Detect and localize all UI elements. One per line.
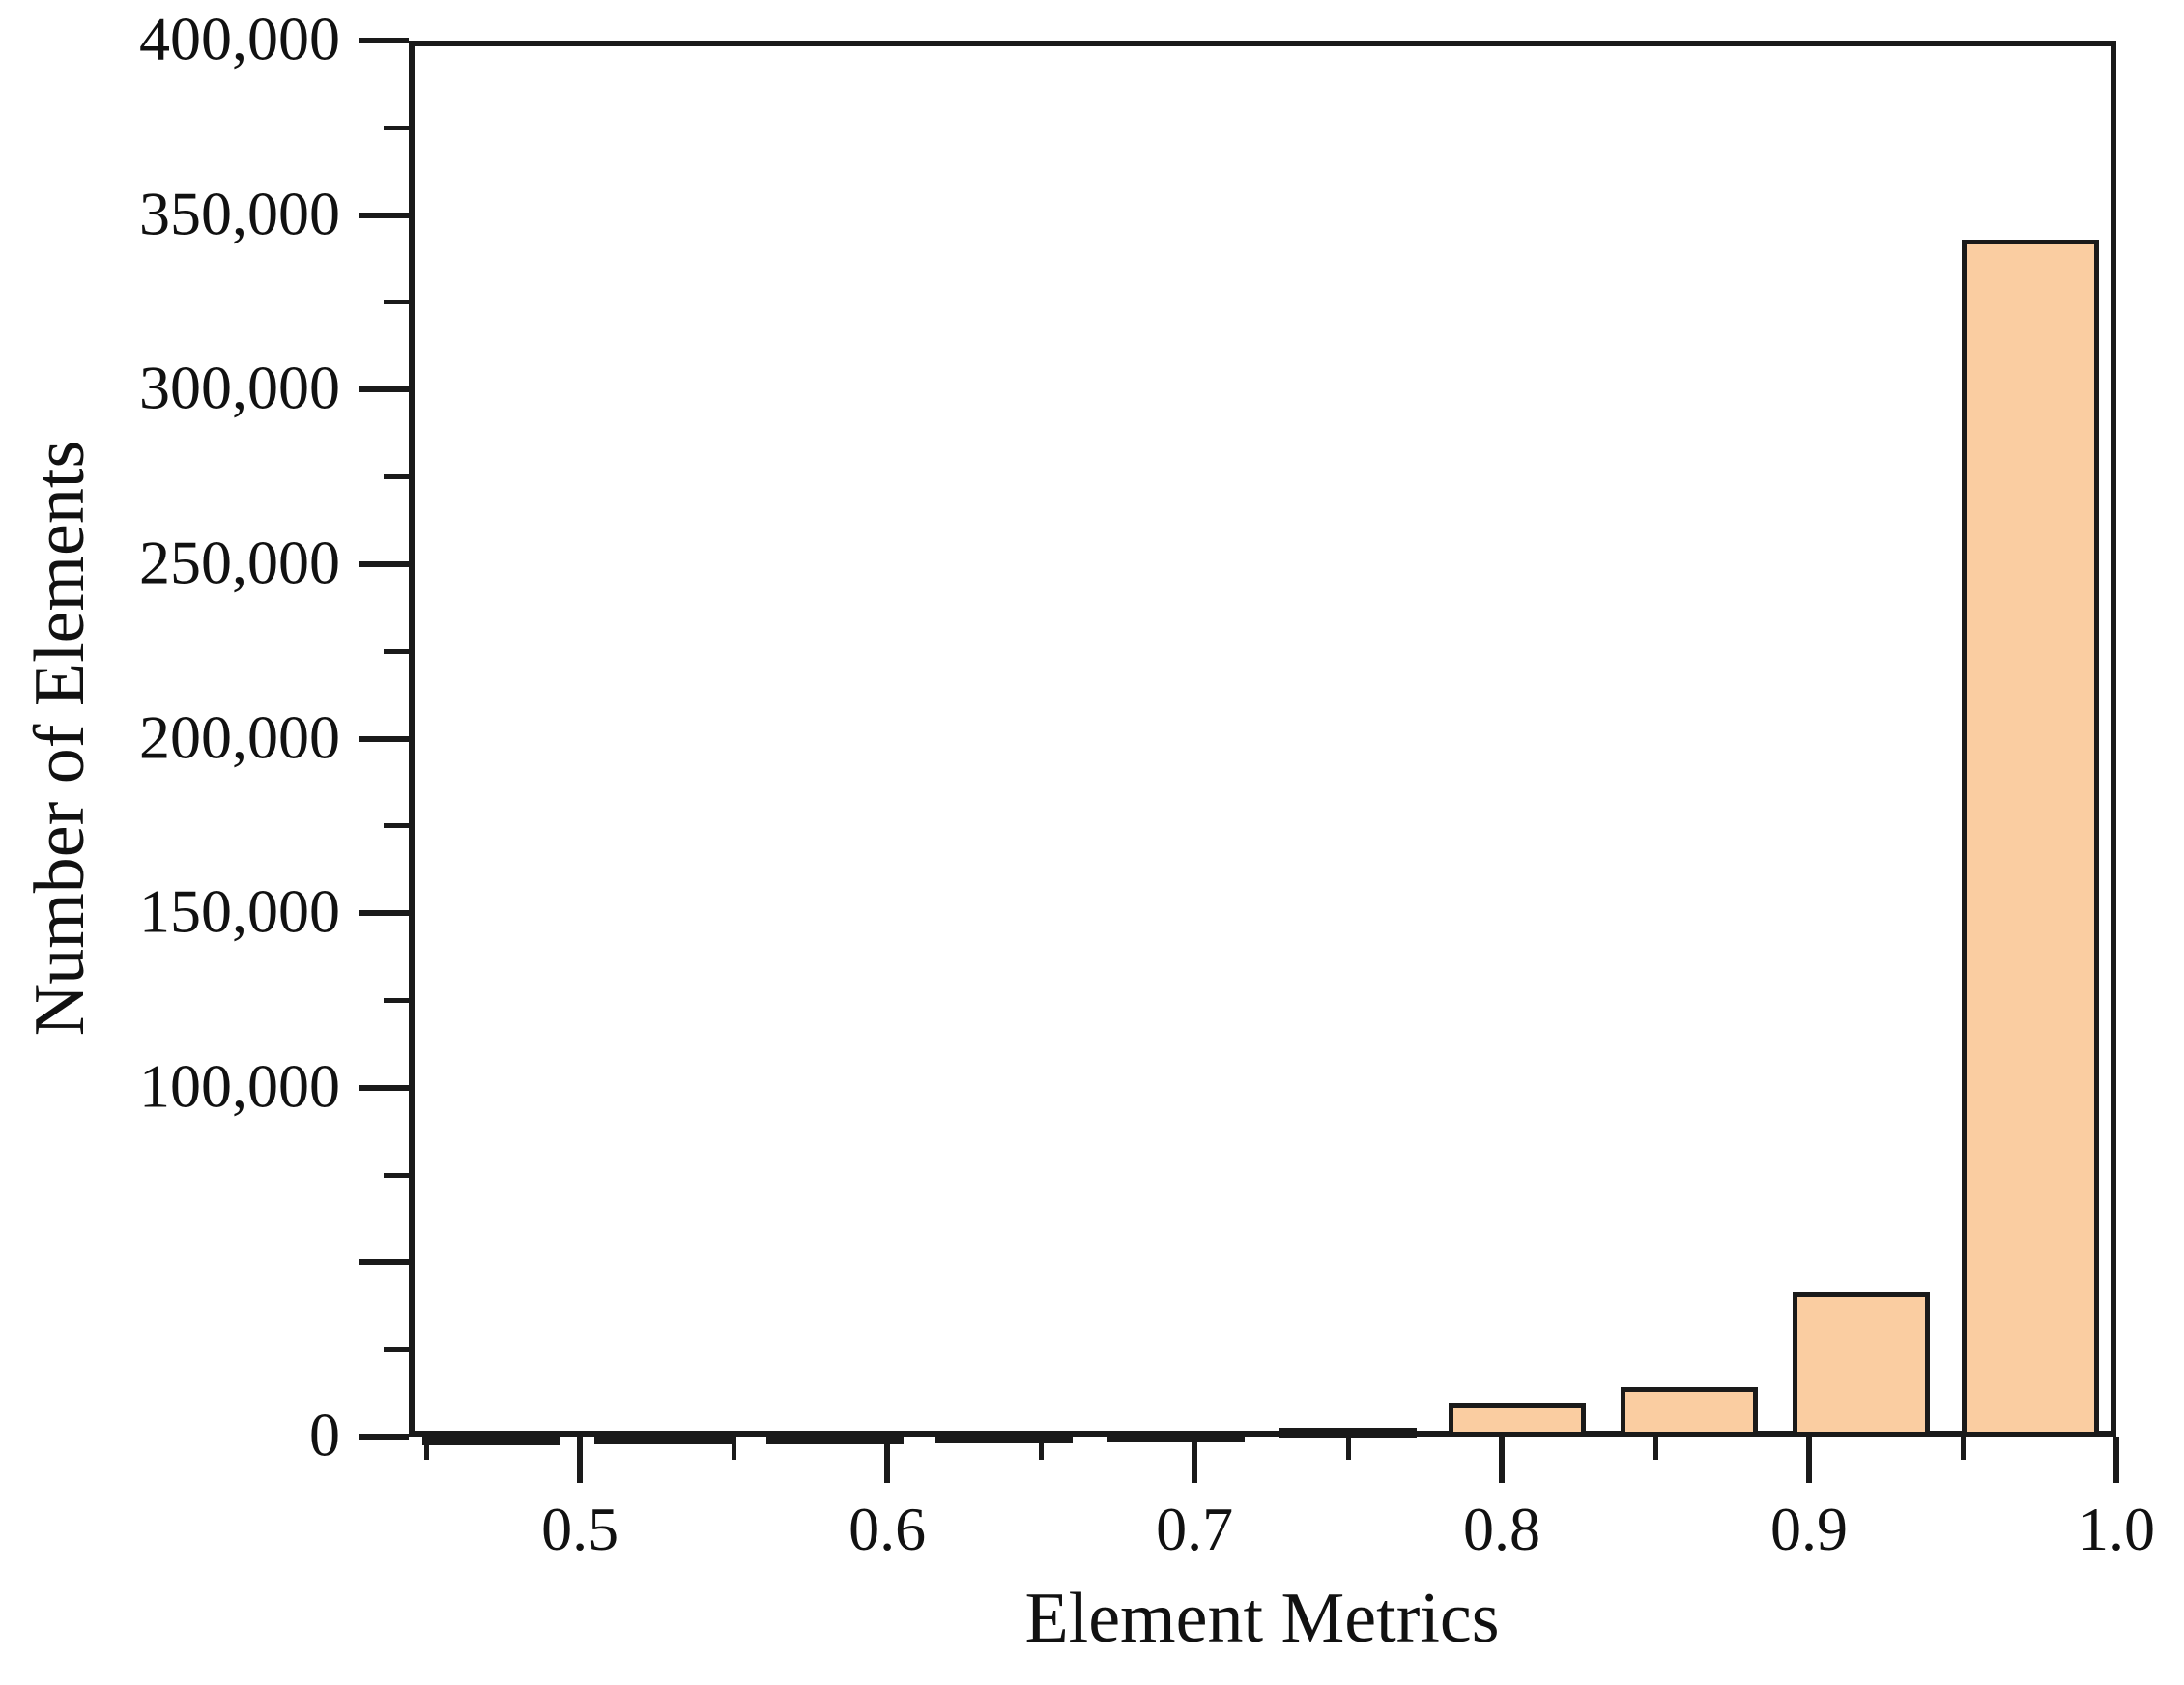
y-major-tick: [359, 560, 409, 567]
y-tick-label: 200,000: [139, 702, 340, 772]
histogram-bar: [594, 1434, 732, 1444]
y-major-tick: [359, 386, 409, 393]
y-tick-label: 300,000: [139, 354, 340, 423]
y-minor-tick: [384, 300, 409, 305]
x-major-tick: [1192, 1437, 1198, 1483]
y-tick-label: 400,000: [139, 4, 340, 73]
histogram-bar: [1793, 1292, 1930, 1437]
x-tick-label: 0.6: [848, 1495, 927, 1563]
y-minor-tick: [384, 1172, 409, 1178]
y-tick-label: 250,000: [139, 528, 340, 597]
y-tick-label: 350,000: [139, 179, 340, 248]
histogram-bar: [1962, 239, 2099, 1437]
histogram-bar: [1279, 1428, 1417, 1438]
y-minor-tick: [384, 1347, 409, 1353]
histogram-bar: [1621, 1387, 1758, 1437]
x-major-tick: [577, 1437, 584, 1483]
x-minor-tick: [1652, 1437, 1658, 1460]
y-major-tick: [359, 212, 409, 218]
x-minor-tick: [1345, 1437, 1351, 1460]
y-minor-tick: [384, 125, 409, 130]
x-minor-tick: [1038, 1437, 1044, 1460]
histogram-bar: [422, 1435, 560, 1445]
y-minor-tick: [384, 823, 409, 829]
y-minor-tick: [384, 474, 409, 480]
y-major-tick: [359, 1259, 409, 1266]
x-tick-label: 0.5: [541, 1495, 619, 1563]
y-major-tick: [359, 735, 409, 742]
histogram-bar: [766, 1434, 904, 1444]
y-major-tick: [359, 910, 409, 917]
x-minor-tick: [423, 1437, 429, 1460]
x-tick-label: 1.0: [2078, 1495, 2155, 1563]
x-minor-tick: [1960, 1437, 1966, 1460]
y-major-tick: [359, 1084, 409, 1091]
histogram-bar: [1107, 1432, 1245, 1442]
y-minor-tick: [384, 648, 409, 654]
y-tick-label: 0: [309, 1400, 340, 1470]
y-tick-label: 150,000: [139, 876, 340, 946]
x-major-tick: [1806, 1437, 1812, 1483]
y-major-tick: [359, 1434, 409, 1440]
y-major-tick: [359, 38, 409, 43]
histogram-bar: [1449, 1403, 1586, 1437]
x-minor-tick: [731, 1437, 736, 1460]
x-axis-title: Element Metrics: [1024, 1579, 1500, 1658]
y-tick-label: 100,000: [139, 1051, 340, 1121]
x-major-tick: [1499, 1437, 1505, 1483]
x-major-tick: [2113, 1437, 2119, 1483]
x-tick-label: 0.9: [1770, 1495, 1848, 1563]
x-major-tick: [884, 1437, 891, 1483]
x-tick-label: 0.7: [1156, 1495, 1234, 1563]
histogram-bar: [935, 1434, 1073, 1444]
plot-area: [409, 41, 2116, 1437]
x-tick-label: 0.8: [1463, 1495, 1540, 1563]
y-minor-tick: [384, 997, 409, 1003]
